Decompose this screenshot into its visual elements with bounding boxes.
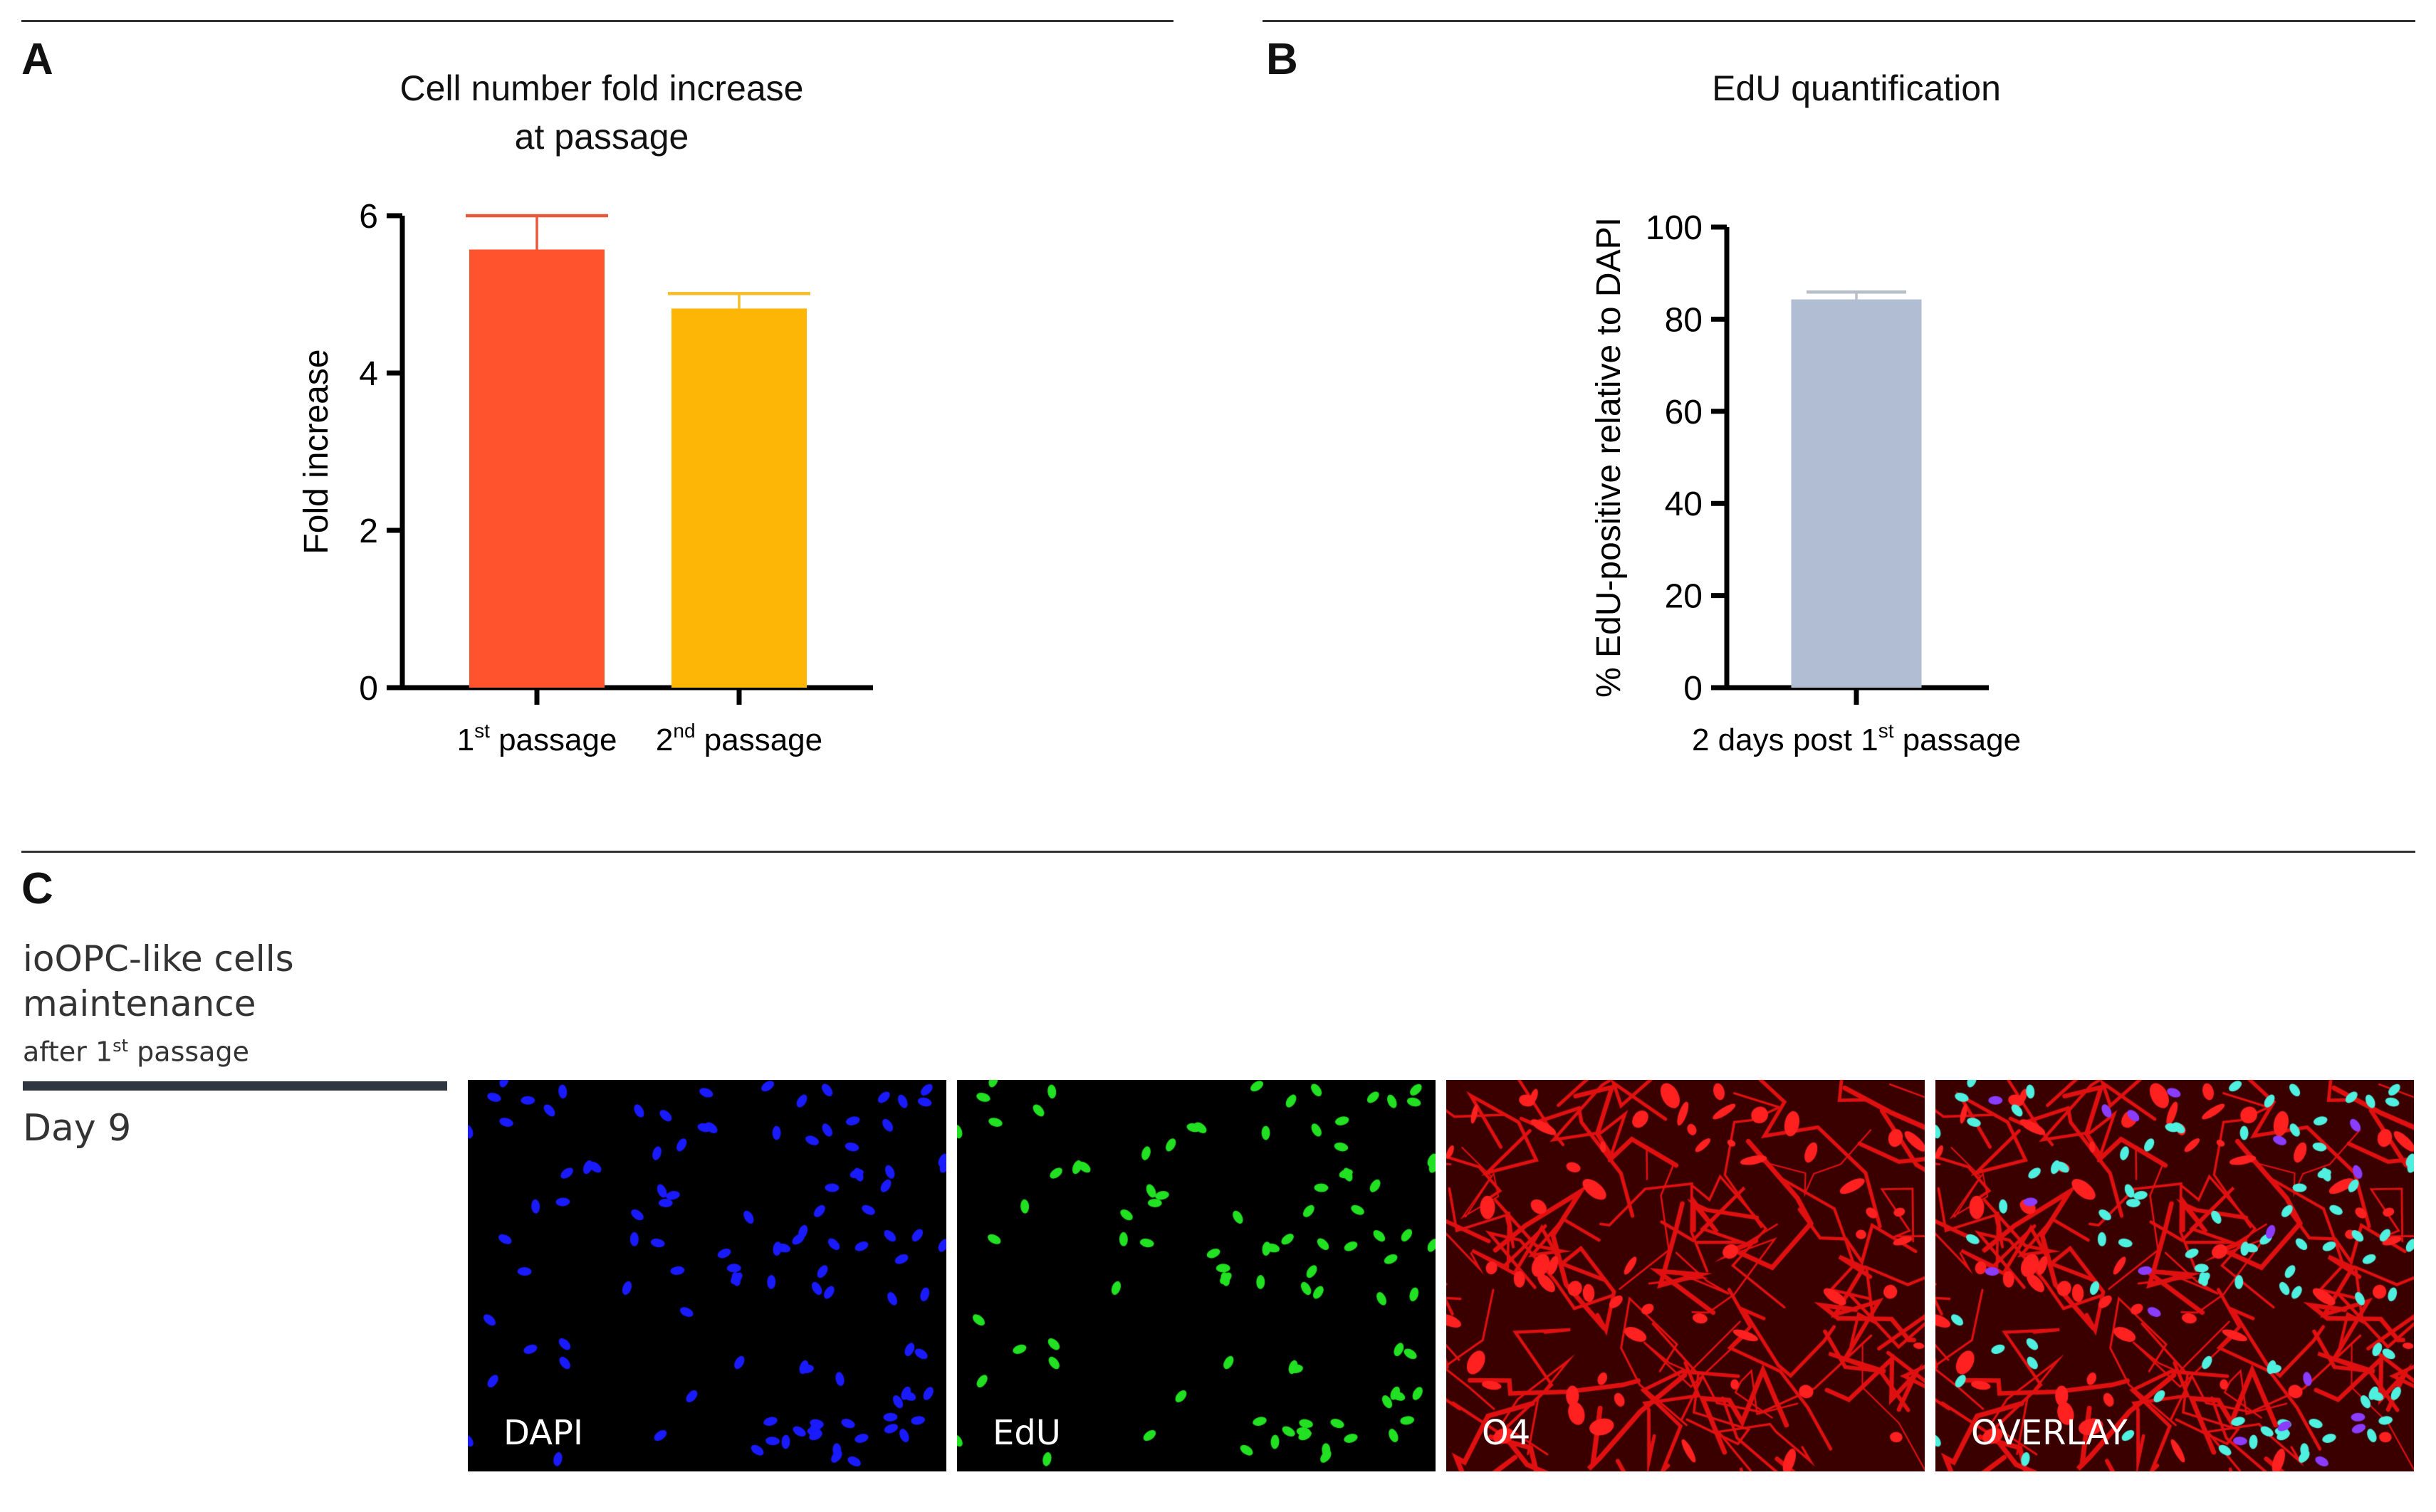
day-label: Day 9 xyxy=(23,1107,132,1150)
y-tick-label: 60 xyxy=(1665,394,1703,431)
chart-b-title-line1: EdU quantification xyxy=(1712,68,2001,108)
bar xyxy=(1791,299,1922,688)
panel-label-c: C xyxy=(21,864,53,913)
section-c-line1: ioOPC-like cells xyxy=(23,938,294,980)
image-label: EdU xyxy=(993,1413,1061,1453)
chart-b-title: EdU quantification xyxy=(1712,64,2001,112)
line3-sup: st xyxy=(113,1036,129,1056)
image-edu: EdU xyxy=(957,1080,1436,1471)
image-overlay: OVERLAY xyxy=(1935,1080,2414,1471)
chart-a: 0 2 4 6 1st passage 2nd passage Fold increase xyxy=(298,198,873,757)
y-tick-label: 6 xyxy=(359,198,378,236)
x-tick-label: 2nd passage xyxy=(656,720,822,757)
y-tick-label: 2 xyxy=(359,513,378,550)
image-label: DAPI xyxy=(503,1413,584,1453)
y-tick-label: 40 xyxy=(1665,485,1703,523)
section-c-divider xyxy=(23,1081,447,1091)
chart-b: 0 20 40 60 80 100 2 days post 1st passage % EdU… xyxy=(1590,209,2021,757)
rule-c xyxy=(21,851,2415,853)
image-label: O4 xyxy=(1482,1413,1531,1453)
y-tick-label: 0 xyxy=(1683,670,1703,708)
rule-a xyxy=(21,20,1173,22)
bar xyxy=(469,249,605,688)
panel-label-b: B xyxy=(1266,35,1298,84)
image-label: OVERLAY xyxy=(1971,1413,2128,1453)
rule-b xyxy=(1263,20,2415,22)
line3-rest: passage xyxy=(128,1036,249,1068)
x-tick-label: 2 days post 1st passage xyxy=(1692,720,2021,757)
section-c-line2: maintenance xyxy=(23,983,256,1024)
panel-label-a: A xyxy=(21,35,53,84)
y-axis-label: Fold increase xyxy=(298,349,335,554)
y-tick-label: 80 xyxy=(1665,301,1703,339)
x-tick-label: 1st passage xyxy=(457,720,617,757)
y-tick-label: 100 xyxy=(1646,209,1703,247)
y-axis-label: % EdU-positive relative to DAPI xyxy=(1590,217,1628,698)
section-c-line3: after 1st passage xyxy=(23,1036,249,1068)
bar xyxy=(671,308,807,688)
image-o4: O4 xyxy=(1446,1080,1925,1471)
y-tick-label: 4 xyxy=(359,355,378,393)
y-tick-label: 20 xyxy=(1665,578,1703,616)
y-tick-label: 0 xyxy=(359,670,378,708)
line3-base: after 1 xyxy=(23,1036,113,1068)
chart-a-title-line2: at passage xyxy=(514,117,689,157)
chart-a-title-line1: Cell number fold increase xyxy=(399,68,804,108)
image-dapi: DAPI xyxy=(468,1080,946,1471)
chart-a-title: Cell number fold increase at passage xyxy=(400,64,804,161)
